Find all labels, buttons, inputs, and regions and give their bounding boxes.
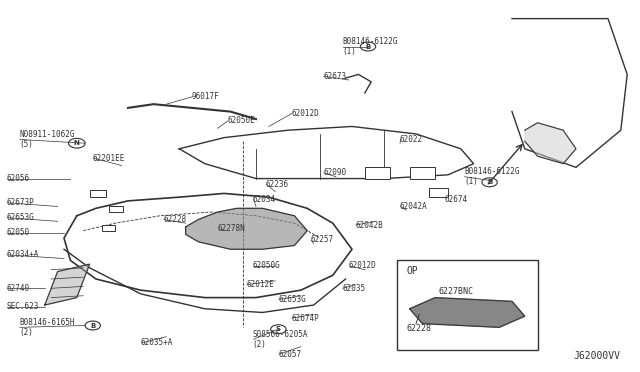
Text: 96017F: 96017F: [192, 92, 220, 101]
Bar: [397, 260, 538, 350]
Text: 62022: 62022: [400, 135, 423, 144]
Text: 62228: 62228: [163, 215, 186, 224]
Text: S08566-6205A
(2): S08566-6205A (2): [253, 330, 308, 349]
Text: B: B: [487, 179, 492, 185]
Text: 62035: 62035: [342, 284, 365, 293]
Text: 62034: 62034: [253, 195, 276, 203]
Text: B08146-6122G
(1): B08146-6122G (1): [342, 37, 398, 56]
Text: 62278N: 62278N: [218, 224, 245, 233]
Text: 62257: 62257: [310, 235, 333, 244]
Text: 62674P: 62674P: [291, 314, 319, 323]
Text: 62057: 62057: [278, 350, 301, 359]
Text: S: S: [276, 326, 281, 332]
Text: 62034+A: 62034+A: [6, 250, 39, 259]
Text: B: B: [90, 323, 95, 328]
Text: 62035+A: 62035+A: [141, 339, 173, 347]
Text: 62042B: 62042B: [355, 221, 383, 230]
Text: B: B: [365, 44, 371, 49]
Bar: [365, 167, 390, 179]
Text: SEC.623: SEC.623: [6, 302, 39, 311]
Text: 62674: 62674: [445, 195, 468, 203]
Bar: [90, 190, 106, 197]
Text: OP: OP: [406, 266, 418, 276]
Text: 62653G: 62653G: [278, 295, 306, 304]
Text: 6227BNC: 6227BNC: [438, 287, 474, 296]
Text: 62653G: 62653G: [6, 213, 34, 222]
Text: 62012E: 62012E: [246, 280, 274, 289]
Text: 62050E: 62050E: [227, 116, 255, 125]
Bar: [429, 188, 448, 197]
Text: B08146-6165H
(2): B08146-6165H (2): [19, 318, 75, 337]
Text: 62090: 62090: [323, 169, 346, 177]
Polygon shape: [525, 123, 576, 164]
Text: N: N: [74, 140, 80, 146]
Text: 62050: 62050: [6, 228, 29, 237]
Text: 62042A: 62042A: [400, 202, 428, 211]
Text: 62056: 62056: [6, 174, 29, 183]
Bar: [410, 167, 435, 179]
Polygon shape: [45, 264, 90, 305]
Polygon shape: [186, 208, 307, 249]
Text: 62236: 62236: [266, 180, 289, 189]
Text: 62012D: 62012D: [291, 109, 319, 118]
Text: 62012D: 62012D: [349, 262, 376, 270]
Text: J62000VV: J62000VV: [574, 351, 621, 361]
Text: 62673P: 62673P: [6, 198, 34, 207]
Text: 62228: 62228: [406, 324, 431, 333]
Text: N08911-1062G
(5): N08911-1062G (5): [19, 130, 75, 149]
Text: 62050G: 62050G: [253, 262, 280, 270]
Text: 62201EE: 62201EE: [93, 154, 125, 163]
Text: 62673: 62673: [323, 72, 346, 81]
Text: 62740: 62740: [6, 284, 29, 293]
Text: B08146-6122G
(1): B08146-6122G (1): [464, 167, 520, 186]
Polygon shape: [410, 298, 525, 327]
Bar: [102, 225, 115, 231]
Bar: [109, 206, 123, 212]
